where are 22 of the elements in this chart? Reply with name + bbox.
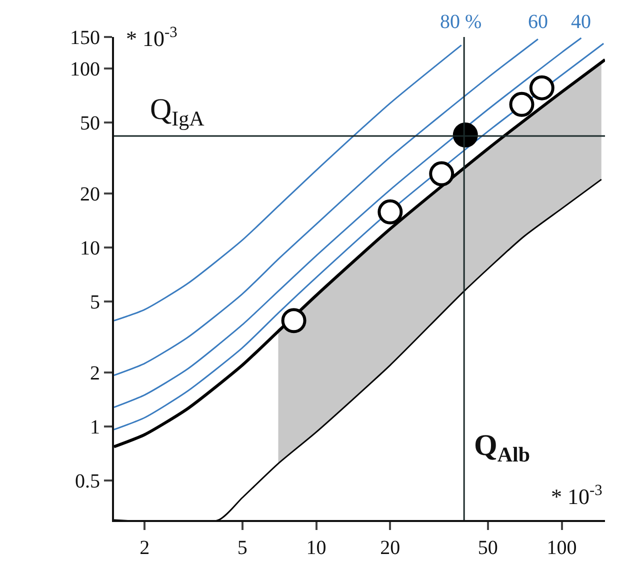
y-tick-label: 20 bbox=[80, 184, 100, 206]
x-tick-label: 50 bbox=[478, 537, 498, 559]
x-tick-label: 5 bbox=[237, 537, 248, 559]
x-axis-title: Q$_{Alb}$ bbox=[474, 429, 530, 466]
y-tick-label: 0.5 bbox=[75, 470, 100, 492]
y-tick-label: 1 bbox=[90, 416, 100, 438]
series-label: 40 bbox=[571, 11, 591, 33]
x-tick-label: 100 bbox=[546, 537, 577, 559]
x-tick-label: 20 bbox=[380, 537, 400, 559]
annotation: Q$_{IgA}$ bbox=[150, 93, 206, 130]
series-label: 60 bbox=[528, 11, 548, 33]
y-tick-label: 5 bbox=[90, 291, 100, 314]
y-tick-label: 100 bbox=[70, 58, 100, 81]
y-tick-label: 50 bbox=[80, 112, 100, 134]
annotation: * 10$^{-3}$ bbox=[551, 482, 603, 510]
annotation: * 10$^{-3}$ bbox=[126, 24, 178, 52]
x-tick-label: 2 bbox=[140, 537, 150, 559]
y-tick-label: 2 bbox=[90, 362, 100, 385]
y-tick-label: 10 bbox=[80, 237, 100, 260]
x-tick-label: 10 bbox=[306, 537, 326, 559]
y-tick-label: 150 bbox=[70, 27, 100, 49]
series-label: 80 % bbox=[440, 11, 482, 33]
